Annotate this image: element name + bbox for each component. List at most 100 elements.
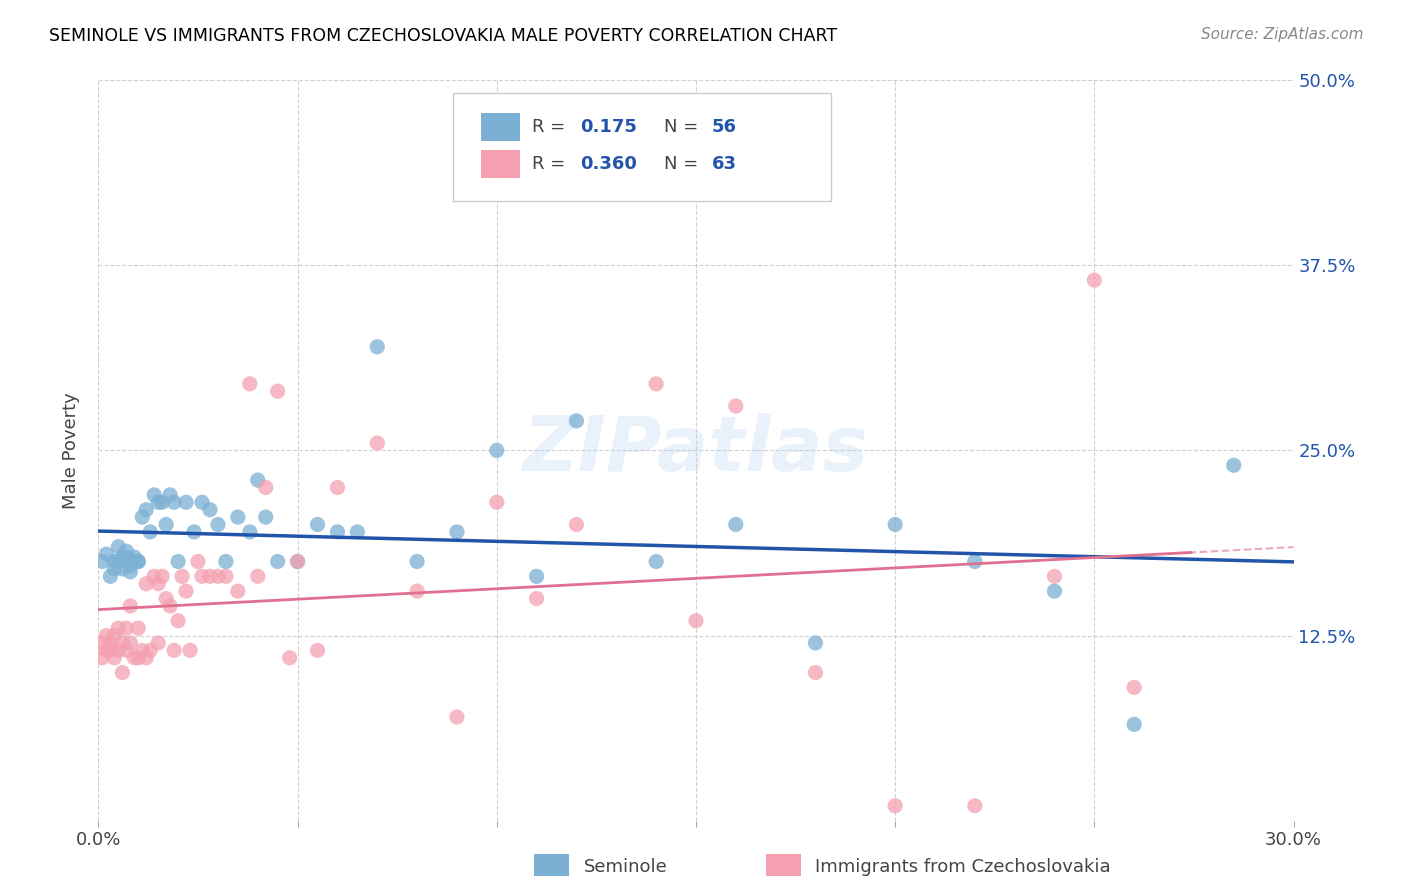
Point [111, 636, 134, 650]
Point [685, 614, 707, 628]
Point [124, 550, 146, 565]
Point [963, 798, 986, 813]
Point [115, 550, 138, 565]
Point [1123, 681, 1146, 695]
Point [111, 550, 134, 565]
Text: SEMINOLE VS IMMIGRANTS FROM CZECHOSLOVAKIA MALE POVERTY CORRELATION CHART: SEMINOLE VS IMMIGRANTS FROM CZECHOSLOVAK… [49, 27, 838, 45]
FancyBboxPatch shape [453, 93, 831, 201]
Point [91, 636, 114, 650]
Point [150, 569, 173, 583]
Point [246, 569, 269, 583]
Point [98, 569, 122, 583]
Text: ZIPatlas: ZIPatlas [523, 414, 869, 487]
Point [124, 555, 146, 569]
Point [446, 524, 468, 539]
Point [207, 569, 229, 583]
Point [278, 650, 301, 665]
Point [307, 517, 329, 532]
Point [127, 650, 149, 665]
Point [135, 576, 157, 591]
Point [135, 650, 157, 665]
Point [143, 488, 166, 502]
Text: 0.360: 0.360 [581, 155, 637, 173]
Point [148, 495, 170, 509]
Point [167, 555, 190, 569]
Text: Source: ZipAtlas.com: Source: ZipAtlas.com [1201, 27, 1364, 42]
Point [107, 643, 129, 657]
Point [115, 643, 138, 657]
Point [115, 621, 138, 635]
Point [191, 495, 214, 509]
Point [366, 340, 388, 354]
Text: Seminole: Seminole [583, 858, 668, 876]
Point [485, 495, 508, 509]
Point [183, 524, 205, 539]
Point [163, 495, 186, 509]
Point [366, 436, 388, 450]
FancyBboxPatch shape [481, 150, 520, 178]
Point [167, 614, 190, 628]
Y-axis label: Male Poverty: Male Poverty [62, 392, 80, 508]
Point [172, 569, 194, 583]
Point [287, 555, 309, 569]
Point [159, 599, 181, 613]
Point [724, 399, 747, 413]
Point [645, 555, 668, 569]
Text: Immigrants from Czechoslovakia: Immigrants from Czechoslovakia [815, 858, 1111, 876]
Text: 63: 63 [711, 155, 737, 173]
Point [98, 643, 122, 657]
Point [107, 540, 129, 554]
Point [155, 591, 177, 606]
Point [124, 650, 146, 665]
Point [127, 555, 149, 569]
Point [526, 591, 548, 606]
Point [215, 569, 238, 583]
Point [120, 599, 142, 613]
Point [98, 636, 122, 650]
Point [215, 555, 238, 569]
Point [239, 376, 262, 391]
Point [107, 621, 129, 635]
Point [565, 517, 588, 532]
Text: N =: N = [664, 155, 703, 173]
Point [139, 643, 162, 657]
Point [91, 555, 114, 569]
Point [226, 510, 249, 524]
Point [187, 555, 209, 569]
Point [127, 621, 149, 635]
Point [103, 555, 125, 569]
Point [239, 524, 262, 539]
Point [326, 524, 349, 539]
Point [406, 555, 429, 569]
Point [163, 643, 186, 657]
Point [307, 643, 329, 657]
Point [645, 376, 668, 391]
Point [96, 643, 118, 657]
Point [724, 517, 747, 532]
Point [254, 480, 277, 494]
Point [526, 569, 548, 583]
Point [804, 636, 827, 650]
Text: 0.175: 0.175 [581, 118, 637, 136]
Point [1083, 273, 1105, 287]
Point [1043, 569, 1066, 583]
Point [446, 710, 468, 724]
Point [267, 384, 290, 399]
Point [267, 555, 290, 569]
Point [150, 495, 173, 509]
Point [91, 650, 114, 665]
Point [111, 665, 134, 680]
Point [120, 565, 142, 579]
Point [103, 562, 125, 576]
Point [131, 510, 153, 524]
Text: 56: 56 [711, 118, 737, 136]
Point [115, 544, 138, 558]
Point [139, 524, 162, 539]
Point [148, 636, 170, 650]
Point [287, 555, 309, 569]
Point [174, 584, 197, 599]
Point [96, 628, 118, 642]
Text: R =: R = [533, 155, 571, 173]
Point [120, 636, 142, 650]
Point [131, 643, 153, 657]
